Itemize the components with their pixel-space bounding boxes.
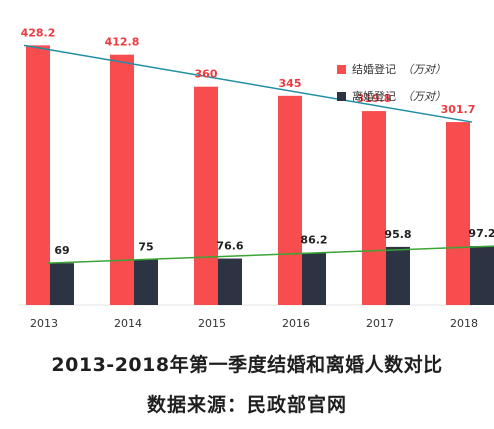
value-label-marriage-2013: 428.2 xyxy=(21,26,56,39)
legend-item-marriage: 结婚登记 （万对） xyxy=(337,61,446,77)
bar-divorce-2017 xyxy=(386,246,410,305)
chart-caption-title: 2013-2018年第一季度结婚和离婚人数对比 xyxy=(51,354,443,376)
value-label-marriage-2016: 345 xyxy=(279,77,302,90)
trend-line-divorce xyxy=(47,245,494,264)
x-tick-label-2018: 2018 xyxy=(450,317,478,330)
bar-marriage-2016 xyxy=(278,95,302,305)
bar-divorce-2015 xyxy=(218,258,242,305)
bar-divorce-2016 xyxy=(302,252,326,305)
x-tick-label-2017: 2017 xyxy=(366,317,394,330)
bar-marriage-2013 xyxy=(26,45,50,306)
x-tick-label-2016: 2016 xyxy=(282,317,310,330)
legend-label-divorce: 离婚登记 xyxy=(352,90,396,103)
x-tick-label-2014: 2014 xyxy=(114,317,142,330)
legend-item-divorce: 离婚登记 （万对） xyxy=(337,88,446,104)
legend-swatch-marriage xyxy=(337,64,346,74)
legend-unit-marriage: （万对） xyxy=(402,63,446,76)
trend-line-marriage xyxy=(23,44,473,123)
value-label-marriage-2014: 412.8 xyxy=(105,36,140,49)
bar-divorce-2014 xyxy=(134,259,158,305)
value-label-divorce-2014: 75 xyxy=(138,241,153,254)
x-tick-label-2013: 2013 xyxy=(30,317,58,330)
value-label-divorce-2016: 86.2 xyxy=(300,234,327,247)
bar-marriage-2018 xyxy=(446,122,470,305)
value-label-divorce-2013: 69 xyxy=(54,244,69,257)
value-label-marriage-2015: 360 xyxy=(195,68,218,81)
value-label-divorce-2015: 76.6 xyxy=(216,240,243,253)
value-label-marriage-2018: 301.7 xyxy=(441,103,476,116)
legend-unit-divorce: （万对） xyxy=(402,90,446,103)
bar-marriage-2014 xyxy=(110,54,134,306)
value-label-marriage-2017: 319.8 xyxy=(357,92,392,105)
value-label-divorce-2018: 97.2 xyxy=(468,227,494,240)
bar-divorce-2018 xyxy=(470,246,494,305)
legend-label-marriage: 结婚登记 xyxy=(352,63,396,76)
legend-swatch-divorce xyxy=(337,91,346,101)
bar-marriage-2017 xyxy=(362,111,386,305)
chart-caption-source: 数据来源：民政部官网 xyxy=(146,394,347,416)
bar-divorce-2013 xyxy=(50,263,74,305)
x-tick-label-2015: 2015 xyxy=(198,317,226,330)
value-label-divorce-2017: 95.8 xyxy=(384,228,411,241)
bar-marriage-2015 xyxy=(194,86,218,306)
bar-chart: 428.2 69 412.8 75 360 76.6 345 86.2 319.8 95.8 301… xyxy=(18,26,494,330)
